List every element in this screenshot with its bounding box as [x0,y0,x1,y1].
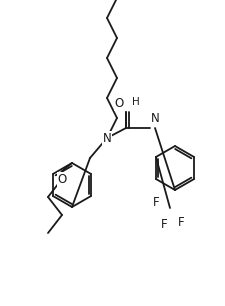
Text: H: H [132,97,140,107]
Text: F: F [178,216,185,229]
Text: N: N [103,132,111,144]
Text: O: O [115,97,124,110]
Text: F: F [153,196,160,208]
Text: N: N [151,112,160,125]
Text: F: F [161,218,167,231]
Text: O: O [57,173,67,186]
